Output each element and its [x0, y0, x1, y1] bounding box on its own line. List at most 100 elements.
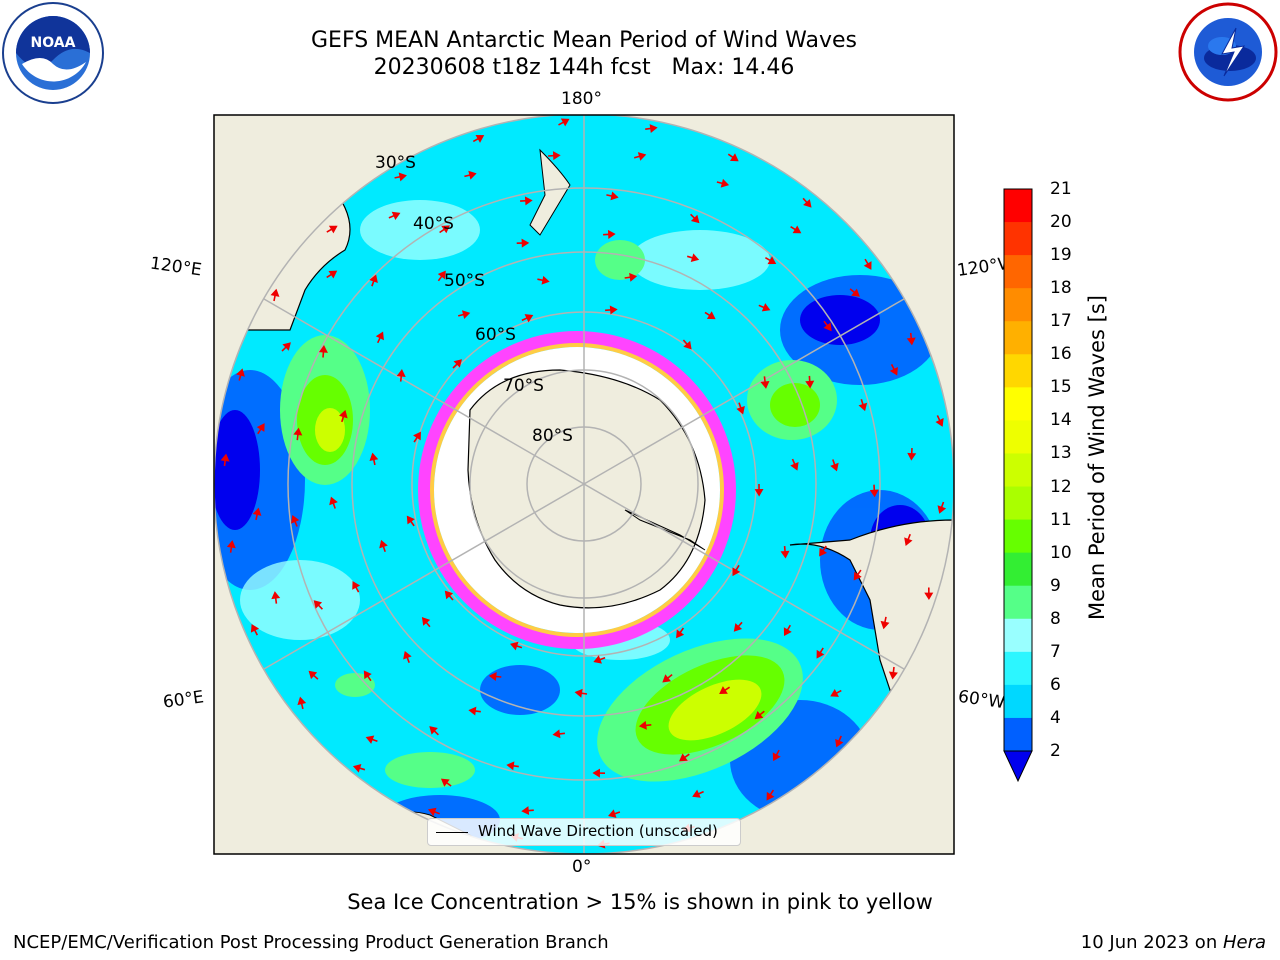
- graticule: [214, 115, 954, 854]
- wave-direction-arrowhead: [313, 600, 323, 609]
- colorbar-tick-label: 20: [1050, 212, 1072, 233]
- wave-direction-arrowhead: [574, 688, 583, 698]
- wave-direction-arrowhead: [271, 591, 281, 600]
- wave-direction-arrowhead: [396, 369, 406, 378]
- colorbar-tick-label: 4: [1050, 707, 1061, 728]
- wave-direction-arrowhead: [719, 686, 728, 695]
- wave-direction-arrowhead: [780, 550, 790, 559]
- wave-direction-arrowhead: [732, 567, 741, 577]
- wave-direction-arrowhead: [352, 581, 361, 590]
- wave-direction-arrowhead: [398, 172, 407, 182]
- wave-direction-arrowhead: [524, 314, 534, 323]
- wave-direction-arrowhead: [851, 288, 860, 297]
- wave-direction-arrowhead: [766, 791, 775, 801]
- wave-direction-arrowhead: [803, 199, 812, 208]
- colorbar-tick-label: 11: [1050, 509, 1072, 530]
- wave-direction-arrowhead: [293, 427, 303, 436]
- wave-direction-arrowhead: [541, 275, 550, 285]
- colorbar-segment: [1004, 717, 1032, 752]
- wave-direction-arrowhead: [736, 405, 745, 415]
- colorbar-segment: [1004, 651, 1032, 686]
- wave-direction-arrowhead: [889, 366, 898, 376]
- wave-direction-arrowhead: [440, 778, 450, 787]
- wave-direction-arrowhead: [444, 590, 454, 600]
- wave-direction-arrowhead: [754, 711, 764, 720]
- wave-direction-arrowhead: [270, 288, 280, 297]
- colorbar-tick-label: 19: [1050, 245, 1072, 266]
- wave-direction-arrowhead: [593, 655, 602, 664]
- wave-direction-arrowhead: [706, 311, 716, 320]
- wave-direction-arrowhead: [560, 118, 570, 127]
- wave-direction-arrowhead: [649, 124, 658, 134]
- wave-direction-arrowhead: [391, 211, 401, 221]
- colorbar-tick-label: 8: [1050, 608, 1061, 629]
- colorbar-segment: [1004, 486, 1032, 521]
- footer-machine: Hera: [1222, 932, 1266, 953]
- wave-direction-arrowhead: [329, 496, 338, 506]
- colorbar-tick-label: 2: [1050, 741, 1061, 761]
- wave-direction-arrowhead: [328, 225, 338, 234]
- wave-direction-arrowhead: [692, 789, 701, 798]
- wave-direction-arrowhead: [733, 623, 743, 632]
- map-subtitle: 20230608 t18z 144h fcst Max: 14.46: [373, 55, 795, 80]
- colorbar-tick-label: 18: [1050, 278, 1072, 299]
- colorbar-segment: [1004, 420, 1032, 454]
- colorbar-underflow: [1003, 750, 1033, 783]
- colorbar-segment: [1004, 189, 1032, 223]
- wave-direction-arrowhead: [521, 806, 530, 816]
- new-zealand: [529, 148, 571, 236]
- wave-direction-arrowhead: [792, 225, 802, 234]
- wave-direction-arrowhead: [609, 305, 618, 315]
- legend-label: Wind Wave Direction (unscaled): [478, 822, 718, 840]
- wave-direction-arrowhead: [767, 256, 777, 265]
- wave-direction-arrowhead: [524, 196, 533, 206]
- wave-direction-arrowhead: [637, 152, 647, 161]
- legend-line-swatch: [436, 832, 468, 833]
- wave-direction-arrowhead: [468, 706, 477, 716]
- map-legend: Wind Wave Direction (unscaled): [427, 818, 741, 846]
- wave-direction-arrowhead: [888, 671, 898, 680]
- wave-direction-arrowhead: [783, 627, 792, 637]
- wave-direction-arrowhead: [592, 768, 601, 778]
- colorbar-segment: [1004, 255, 1032, 289]
- wave-direction-arrowhead: [250, 624, 260, 633]
- wave-direction-arrowhead: [406, 515, 415, 525]
- lat-label-60s: 60°S: [475, 325, 516, 345]
- wave-direction-arrowhead: [220, 453, 230, 462]
- wave-direction-arrowhead: [676, 629, 685, 639]
- wave-direction-arrowhead: [607, 229, 616, 239]
- wave-direction-arrowhead: [629, 272, 638, 282]
- wave-direction-arrowhead: [236, 368, 245, 377]
- wave-direction-arrowhead: [720, 178, 730, 188]
- footer-credit: NCEP/EMC/Verification Post Processing Pr…: [13, 932, 609, 953]
- footer-date-text: 10 Jun 2023 on: [1080, 932, 1223, 953]
- wave-direction-arrowhead: [823, 322, 832, 332]
- colorbar-label: Mean Period of Wind Waves [s]: [1085, 295, 1109, 620]
- wave-direction-arrowhead: [475, 134, 485, 143]
- wave-direction-arrowhead: [369, 452, 379, 461]
- svg-text:NOAA: NOAA: [31, 35, 76, 51]
- colorbar-segment: [1004, 288, 1032, 322]
- colorbar-segment: [1004, 453, 1032, 488]
- wave-direction-arrowhead: [226, 540, 236, 549]
- wave-direction-arrowhead: [858, 402, 868, 412]
- wave-direction-arrowhead: [819, 547, 828, 557]
- wave-direction-arrowhead: [369, 274, 378, 284]
- wave-direction-arrowhead: [441, 225, 450, 234]
- colorbar-segment: [1004, 519, 1032, 554]
- colorbar-segment: [1004, 354, 1032, 388]
- colorbar-tick-label: 6: [1050, 674, 1061, 695]
- colorbar-ticks: 2 4 6 7 8 9 10 11 12 13 14 15 16 17 18 19 20 21: [1050, 179, 1090, 771]
- wave-direction-arrowhead: [352, 763, 362, 773]
- colorbar-segment: [1004, 585, 1032, 620]
- wave-direction-arrowhead: [935, 418, 944, 427]
- lat-label-80s: 80°S: [532, 426, 573, 446]
- lat-label-70s: 70°S: [503, 376, 544, 396]
- wave-direction-arrowhead: [690, 253, 700, 263]
- colorbar: [1003, 188, 1033, 783]
- wave-direction-arrowhead: [328, 270, 338, 279]
- wave-direction-arrowhead: [761, 303, 771, 312]
- colorbar-segment: [1004, 321, 1032, 355]
- colorbar-segment: [1004, 618, 1032, 653]
- wave-direction-arrowhead: [830, 688, 839, 697]
